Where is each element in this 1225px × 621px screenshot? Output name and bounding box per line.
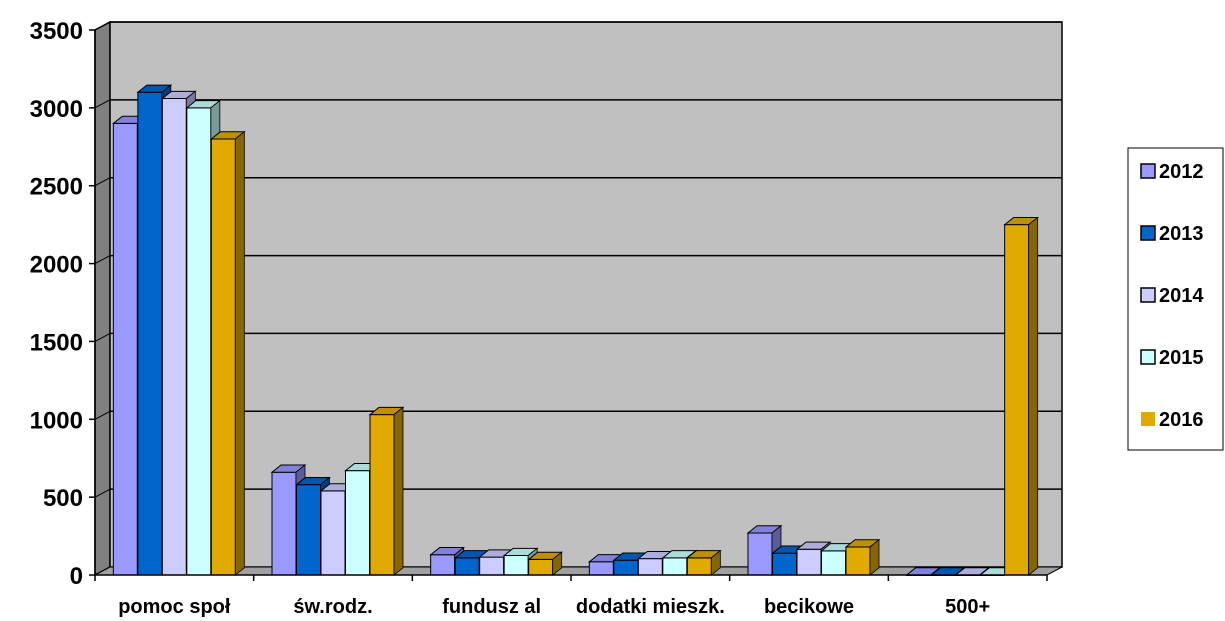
gridline-side xyxy=(94,488,111,498)
y-axis-ticks: 0 500 1000 1500 2000 2500 3000 3500 xyxy=(30,18,95,590)
gridline-side xyxy=(94,99,111,109)
gridline-side xyxy=(94,177,111,187)
y-tick-label: 3500 xyxy=(30,18,83,45)
side-wall xyxy=(94,20,111,577)
legend-swatch xyxy=(1140,163,1156,179)
legend-swatch xyxy=(1140,225,1156,241)
y-tick-label: 3000 xyxy=(30,96,83,123)
y-tick-label: 0 xyxy=(70,563,83,590)
x-tick-label: 500+ xyxy=(945,596,990,618)
x-tick-label: pomoc społ xyxy=(118,596,231,618)
bar xyxy=(527,551,564,576)
y-tick-label: 1500 xyxy=(30,329,83,356)
y-tick-label: 2500 xyxy=(30,174,83,201)
legend: 2012 2013 2014 2015 2016 xyxy=(1127,147,1224,451)
legend-label: 2013 xyxy=(1159,223,1204,245)
legend-swatch xyxy=(1140,349,1156,365)
gridline-side xyxy=(94,332,111,342)
gridline-side xyxy=(94,410,111,420)
legend-item: 2012 xyxy=(1140,161,1204,183)
gridlines xyxy=(94,21,1062,498)
gridline-side xyxy=(94,255,111,265)
bar xyxy=(368,406,405,576)
legend-swatch xyxy=(1140,287,1156,303)
bar xyxy=(844,538,881,576)
legend-label: 2012 xyxy=(1159,161,1204,183)
legend-item: 2016 xyxy=(1141,409,1204,431)
legend-label: 2016 xyxy=(1159,409,1204,431)
bars xyxy=(111,84,1040,576)
gridline-side xyxy=(94,21,111,31)
legend-label: 2014 xyxy=(1159,285,1204,307)
x-tick-label: becikowe xyxy=(764,596,854,618)
legend-item: 2013 xyxy=(1140,223,1204,245)
x-tick-label: fundusz al xyxy=(442,596,541,618)
y-tick-label: 500 xyxy=(43,485,83,512)
plot-back-wall xyxy=(109,21,1063,568)
x-tick-label: dodatki mieszk. xyxy=(576,596,725,618)
legend-item: 2014 xyxy=(1140,285,1204,307)
legend-item: 2015 xyxy=(1140,347,1204,369)
bar xyxy=(685,549,722,576)
legend-label: 2015 xyxy=(1159,347,1204,369)
bar xyxy=(209,130,246,576)
y-tick-label: 1000 xyxy=(30,407,83,434)
bar xyxy=(1003,216,1040,576)
x-axis-ticks: pomoc społ św.rodz. fundusz al dodatki mies… xyxy=(94,575,1048,618)
y-tick-label: 2000 xyxy=(30,252,83,279)
x-tick-label: św.rodz. xyxy=(293,596,372,618)
legend-swatch xyxy=(1141,412,1155,426)
